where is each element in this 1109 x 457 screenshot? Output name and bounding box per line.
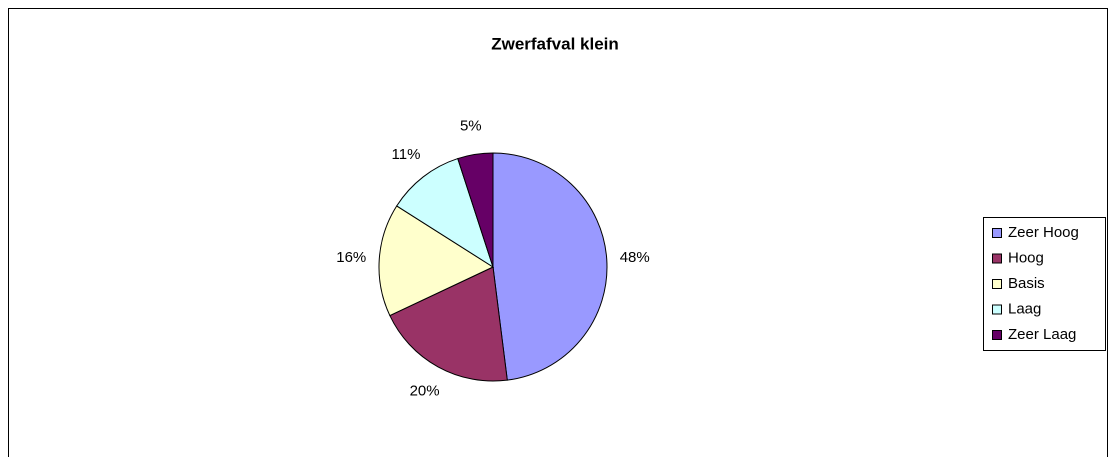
legend-swatch: [992, 330, 1002, 340]
data-label: 20%: [410, 382, 440, 399]
pie-slice: [492, 152, 608, 381]
data-label: 48%: [620, 249, 650, 266]
data-label: 16%: [336, 249, 366, 266]
legend-swatch: [992, 279, 1002, 289]
data-label: 11%: [392, 146, 421, 163]
pie-slice: [389, 266, 508, 382]
pie-slice: [396, 157, 494, 269]
pie-slice: [378, 205, 495, 317]
legend-swatch: [992, 304, 1002, 315]
legend-swatch: [992, 253, 1002, 264]
pie-slice: [457, 152, 494, 268]
data-label: 5%: [460, 118, 482, 135]
legend-label: Basis: [1008, 275, 1045, 292]
legend-box: [983, 217, 1106, 351]
legend-label: Hoog: [1008, 249, 1044, 266]
legend-label: Zeer Hoog: [1008, 224, 1079, 241]
chart-title: Zwerfafval klein: [491, 34, 619, 53]
legend-label: Laag: [1008, 300, 1041, 317]
legend-swatch: [992, 228, 1002, 238]
legend-label: Zeer Laag: [1008, 326, 1076, 343]
